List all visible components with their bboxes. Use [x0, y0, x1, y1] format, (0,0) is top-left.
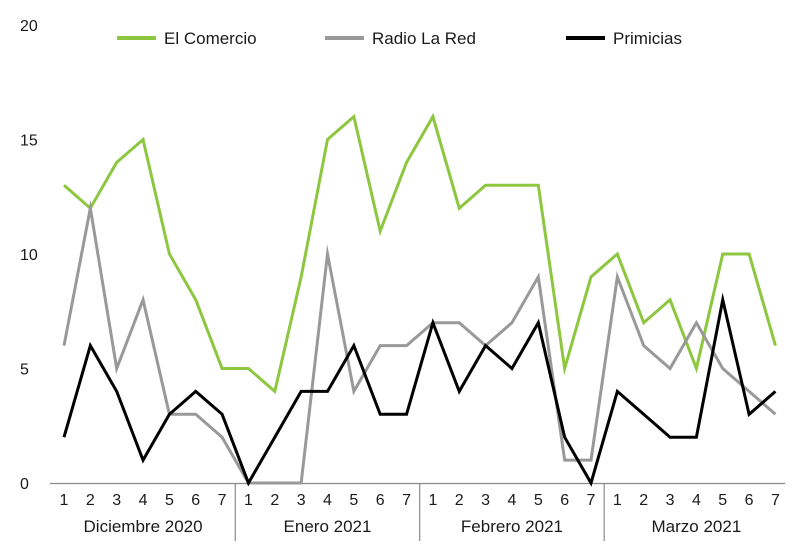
x-tick-label: 2: [270, 492, 279, 509]
x-group-label: Diciembre 2020: [84, 517, 203, 536]
series-line-primicias: [62, 292, 777, 487]
x-tick-label: 2: [86, 492, 95, 509]
y-tick-label: 0: [20, 476, 29, 493]
x-tick-label: 3: [112, 492, 121, 509]
x-tick-label: 5: [349, 492, 358, 509]
x-tick-label: 6: [376, 492, 385, 509]
x-tick-label: 5: [534, 492, 543, 509]
series-lines: [62, 112, 777, 487]
x-tick-label: 6: [560, 492, 569, 509]
y-tick-label: 5: [20, 362, 29, 379]
x-tick-label: 2: [455, 492, 464, 509]
legend-label: Primicias: [613, 29, 682, 48]
x-tick-label: 2: [639, 492, 648, 509]
legend: El Comercio Radio La Red Primicias: [117, 29, 682, 48]
series-line-el-comercio: [63, 112, 777, 395]
x-tick-label: 7: [771, 492, 780, 509]
x-group-label: Febrero 2021: [461, 517, 563, 536]
x-tick-label: 6: [745, 492, 754, 509]
x-group-label: Enero 2021: [284, 517, 372, 536]
x-tick-label: 1: [244, 492, 253, 509]
x-tick-label: 1: [428, 492, 437, 509]
x-tick-label: 7: [402, 492, 411, 509]
x-tick-label: 4: [507, 492, 516, 509]
x-tick-label: 7: [587, 492, 596, 509]
x-tick-label: 3: [666, 492, 675, 509]
x-tick-label: 4: [323, 492, 332, 509]
x-tick-label: 1: [60, 492, 69, 509]
y-tick-label: 20: [20, 18, 38, 35]
x-tick-label: 4: [139, 492, 148, 509]
x-tick-label: 3: [297, 492, 306, 509]
x-tick-label: 5: [718, 492, 727, 509]
x-tick-label: 7: [218, 492, 227, 509]
x-tick-label: 1: [613, 492, 622, 509]
x-tick-label: 6: [191, 492, 200, 509]
legend-label: Radio La Red: [372, 29, 476, 48]
x-tick-label: 3: [481, 492, 490, 509]
x-group-label: Marzo 2021: [652, 517, 742, 536]
y-tick-label: 10: [20, 247, 38, 264]
y-tick-label: 15: [20, 133, 38, 150]
x-tick-label: 4: [692, 492, 701, 509]
x-tick-label: 5: [165, 492, 174, 509]
series-line-radio-la-red: [62, 199, 777, 485]
legend-label: El Comercio: [164, 29, 257, 48]
